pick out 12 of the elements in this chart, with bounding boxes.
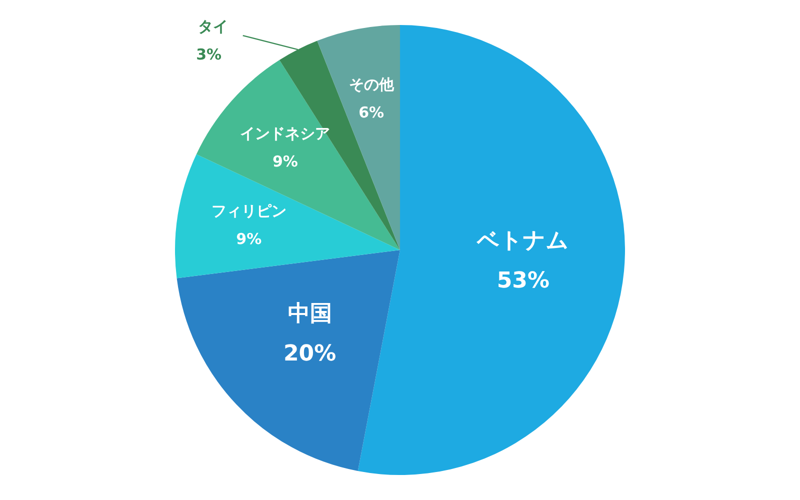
slice-label: 中国 [288, 301, 332, 326]
slice-label: フィリピン [211, 202, 286, 220]
slice-label: ベトナム [476, 228, 570, 254]
slice-label: インドネシア [240, 124, 330, 143]
slice-label: タイ [198, 17, 228, 36]
data-label: 9% [236, 230, 262, 248]
slice-label: その他 [348, 76, 395, 94]
data-label: 53% [496, 268, 550, 294]
data-label: 3% [196, 45, 222, 64]
data-label: 6% [358, 104, 384, 122]
data-label: 9% [272, 152, 298, 171]
data-label: 20% [283, 341, 336, 366]
